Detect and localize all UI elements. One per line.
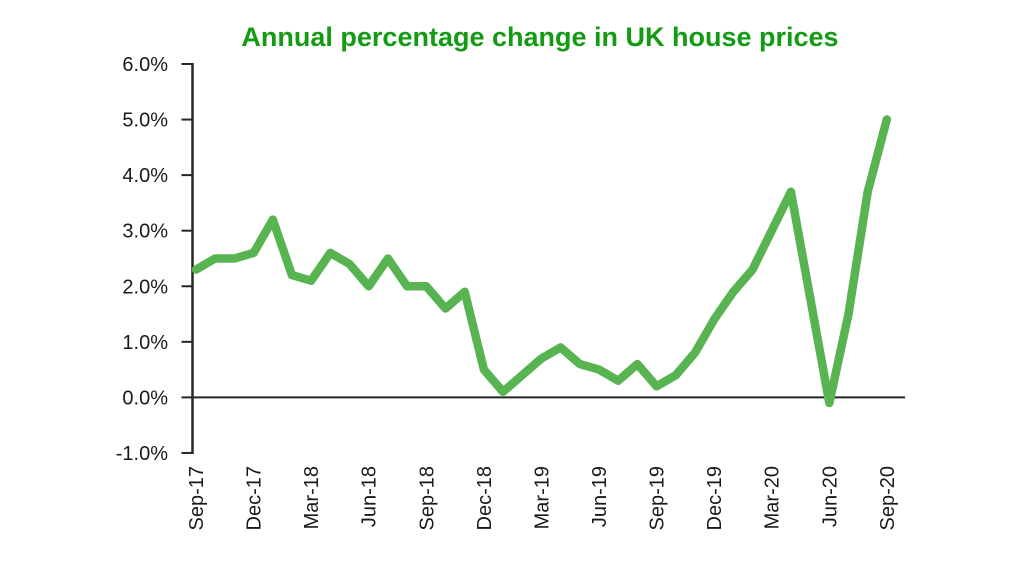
x-tick-label: Mar-19 (531, 466, 553, 529)
y-tick-label: 1.0% (122, 332, 168, 354)
x-tick-label: Mar-20 (762, 466, 784, 529)
x-tick-label: Jun-19 (589, 466, 611, 527)
y-tick-label: 3.0% (122, 221, 168, 243)
x-tick-label: Sep-17 (186, 466, 208, 531)
x-tick-label: Sep-19 (647, 466, 669, 531)
x-tick-label: Dec-18 (474, 466, 496, 530)
chart-title: Annual percentage change in UK house pri… (241, 22, 839, 52)
y-tick-label: 6.0% (122, 54, 168, 76)
y-tick-label: -1.0% (116, 443, 168, 465)
x-tick-label: Dec-19 (704, 466, 726, 530)
x-tick-label: Jun-20 (819, 466, 841, 527)
x-tick-label: Sep-20 (877, 466, 899, 531)
y-tick-label: 4.0% (122, 165, 168, 187)
x-tick-label: Jun-18 (359, 466, 381, 527)
y-tick-label: 2.0% (122, 276, 168, 298)
y-tick-label: 5.0% (122, 110, 168, 132)
y-tick-label: 0.0% (122, 387, 168, 409)
series-line (191, 115, 892, 408)
x-tick-label: Sep-18 (416, 466, 438, 531)
y-axis-ticks (181, 62, 193, 454)
x-tick-label: Mar-18 (301, 466, 323, 529)
x-axis-labels: Sep-17 Dec-17 Mar-18 Jun-18 Sep-18 Dec-18 Mar-… (186, 466, 899, 531)
x-tick-label: Dec-17 (244, 466, 266, 530)
y-axis-labels: 6.0% 5.0% 4.0% 3.0% 2.0% 1.0% 0.0% -1.0% (116, 54, 168, 465)
